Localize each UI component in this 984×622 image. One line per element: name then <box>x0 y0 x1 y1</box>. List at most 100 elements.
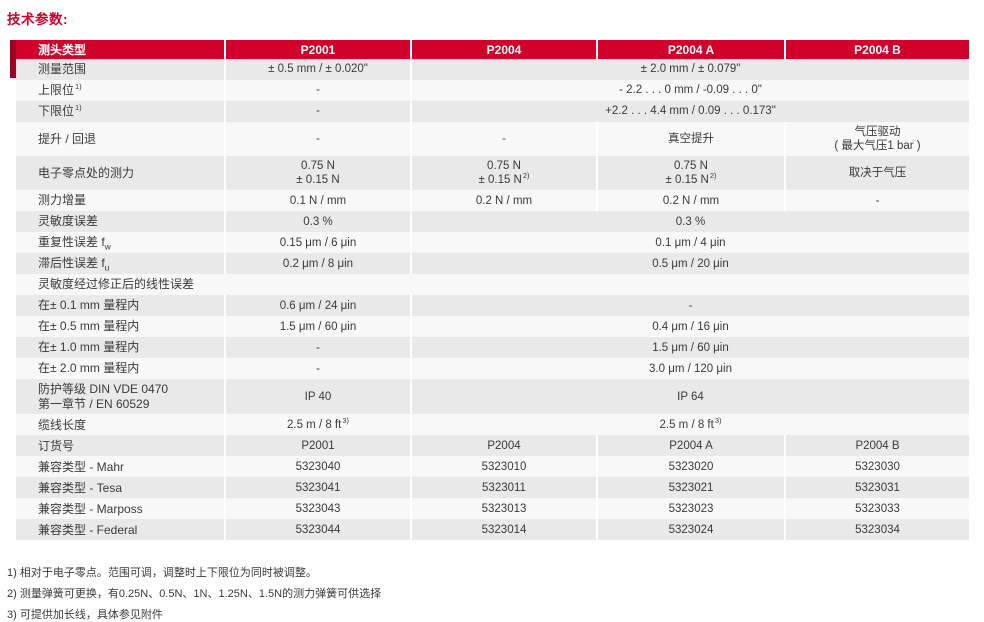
cell-line: - <box>316 105 320 118</box>
value-cell: 5323024 <box>598 519 784 541</box>
cell-line: - <box>875 194 880 207</box>
value-cell: 5323033 <box>786 498 969 520</box>
row-label: 兼容类型 - Marposs <box>16 498 224 520</box>
value-cell: 0.4 μm / 16 μin <box>412 316 969 338</box>
table-row: 提升 / 回退 - - 真空提升 气压驱动 ( 最大气压1 bar ) <box>16 122 969 157</box>
value-cell: 1.5 μm / 60 μin <box>226 316 410 338</box>
cell-line: 0.75 N <box>301 160 335 173</box>
footnote: 2) 测量弹簧可更换，有0.25N、0.5N、1N、1.25N、1.5N的测力弹… <box>7 588 382 600</box>
cell-line: P2004 B <box>855 439 900 452</box>
cell-line: ± 2.0 mm / ± 0.079" <box>640 63 741 76</box>
table-row: 兼容类型 - Mahr 5323040 5323010 5323020 5323030 <box>16 456 969 478</box>
table-row: 测力增量 0.1 N / mm 0.2 N / mm 0.2 N / mm - <box>16 190 969 212</box>
table-row: 兼容类型 - Federal 5323044 5323014 5323024 53230… <box>16 519 969 541</box>
row-label: 重复性误差 fw <box>16 232 224 254</box>
value-cell: 5323040 <box>226 456 410 478</box>
row-label: 测量范围 <box>16 59 224 80</box>
cell-line: 真空提升 <box>668 133 714 145</box>
cell-line: 0.2 μm / 8 μin <box>282 257 354 270</box>
value-cell: 5323031 <box>786 477 969 499</box>
spec-table: 测头类型 P2001 P2004 P2004 A P2004 B 测量范围 ± 0.5 mm… <box>16 40 969 541</box>
row-label: 滞后性误差 fu <box>16 253 224 275</box>
row-label: 提升 / 回退 <box>16 122 224 157</box>
cell-line: 兼容类型 - Mahr <box>38 459 125 474</box>
value-cell: 0.2 N / mm <box>598 190 784 212</box>
cell-line: 兼容类型 - Marposs <box>38 501 143 516</box>
value-cell: 5323030 <box>786 456 969 478</box>
cell-line: 1.5 μm / 60 μin <box>652 341 729 354</box>
value-cell: 5323010 <box>412 456 596 478</box>
value-cell: - <box>226 122 410 157</box>
table-row: 在± 2.0 mm 量程内 - 3.0 μm / 120 μin <box>16 358 969 380</box>
value-cell: 0.6 μm / 24 μin <box>226 295 410 317</box>
row-label: 下限位1) <box>16 101 224 122</box>
cell-line: - <box>502 133 506 145</box>
cell-line: 下限位1) <box>38 103 82 119</box>
cell-line: 5323023 <box>668 502 714 515</box>
row-label: 在± 2.0 mm 量程内 <box>16 358 224 380</box>
column-header: P2004 <box>412 40 596 59</box>
table-row: 防护等级 DIN VDE 0470 第一章节 / EN 60529 IP 40 IP … <box>16 379 969 415</box>
value-cell: ± 2.0 mm / ± 0.079" <box>412 59 969 80</box>
value-cell: - 2.2 . . . 0 mm / -0.09 . . . 0" <box>412 80 969 101</box>
value-cell: 5323013 <box>412 498 596 520</box>
table-row: 在± 1.0 mm 量程内 - 1.5 μm / 60 μin <box>16 337 969 359</box>
cell-line: 第一章节 / EN 60529 <box>38 396 150 411</box>
cell-line: 5323043 <box>295 502 341 515</box>
value-cell: - <box>226 358 410 380</box>
value-cell: 5323043 <box>226 498 410 520</box>
cell-line: 防护等级 DIN VDE 0470 <box>38 382 169 397</box>
footnote: 1) 相对于电子零点。范围可调，调整时上下限位为同时被调整。 <box>7 567 317 579</box>
cell-line: 缆线长度 <box>38 417 87 432</box>
value-cell: 0.15 μm / 6 μin <box>226 232 410 254</box>
table-row: 测量范围 ± 0.5 mm / ± 0.020" ± 2.0 mm / ± 0.07… <box>16 59 969 80</box>
cell-line: 5323034 <box>855 523 900 536</box>
table-header-row: 测头类型 P2001 P2004 P2004 A P2004 B <box>16 40 969 59</box>
row-label: 灵敏度经过修正后的线性误差 <box>16 274 969 296</box>
value-cell: - <box>226 80 410 101</box>
cell-line: 电子零点处的测力 <box>38 165 135 180</box>
cell-line: - <box>316 133 320 145</box>
value-cell: 0.2 N / mm <box>412 190 596 212</box>
page-title: 技术参数: <box>7 12 68 27</box>
cell-line: ± 0.15 N <box>296 174 340 187</box>
value-cell: 0.2 μm / 8 μin <box>226 253 410 275</box>
value-cell: - <box>226 337 410 359</box>
cell-line: ± 0.5 mm / ± 0.020" <box>268 63 368 76</box>
cell-line: 滞后性误差 fu <box>38 256 110 273</box>
cell-line: 在± 2.0 mm 量程内 <box>38 361 140 376</box>
cell-line: 5323013 <box>481 502 527 515</box>
table-row: 在± 0.5 mm 量程内 1.5 μm / 60 μin 0.4 μm / 16 … <box>16 316 969 338</box>
cell-line: 测量范围 <box>38 62 87 77</box>
cell-line: - <box>316 362 320 375</box>
column-header: P2001 <box>226 40 410 59</box>
cell-line: 5323020 <box>668 460 714 473</box>
cell-line: 5323024 <box>668 523 714 536</box>
cell-line: 0.3 % <box>303 215 333 228</box>
value-cell: 1.5 μm / 60 μin <box>412 337 969 359</box>
value-cell: 5323023 <box>598 498 784 520</box>
row-label: 兼容类型 - Mahr <box>16 456 224 478</box>
value-cell: P2004 A <box>598 435 784 457</box>
footnote: 3) 可提供加长线，具体参见附件 <box>7 609 163 621</box>
cell-line: 5323041 <box>295 481 341 494</box>
row-label: 测力增量 <box>16 190 224 212</box>
cell-line: 在± 1.0 mm 量程内 <box>38 340 140 355</box>
value-cell: 气压驱动 ( 最大气压1 bar ) <box>786 122 969 157</box>
cell-line: 在± 0.1 mm 量程内 <box>38 298 140 313</box>
cell-line: 0.3 % <box>675 215 706 228</box>
cell-line: 5323033 <box>855 502 900 515</box>
cell-line: 5323044 <box>295 523 341 536</box>
table-row: 电子零点处的测力 0.75 N ± 0.15 N 0.75 N ± 0.15 N2) 0.… <box>16 156 969 191</box>
cell-line: 灵敏度经过修正后的线性误差 <box>38 277 195 292</box>
table-row: 滞后性误差 fu 0.2 μm / 8 μin 0.5 μm / 20 μin <box>16 253 969 275</box>
cell-line: 上限位1) <box>38 82 82 98</box>
cell-line: 重复性误差 fw <box>38 235 111 252</box>
cell-line: ± 0.15 N2) <box>665 171 717 187</box>
cell-line: 灵敏度误差 <box>38 214 99 229</box>
value-cell: 0.75 N ± 0.15 N2) <box>598 156 784 191</box>
cell-line: +2.2 . . . 4.4 mm / 0.09 . . . 0.173" <box>605 105 776 118</box>
cell-line: 0.2 N / mm <box>662 194 720 207</box>
cell-line: 气压驱动 <box>854 126 901 138</box>
value-cell: 取决于气压 <box>786 156 969 191</box>
